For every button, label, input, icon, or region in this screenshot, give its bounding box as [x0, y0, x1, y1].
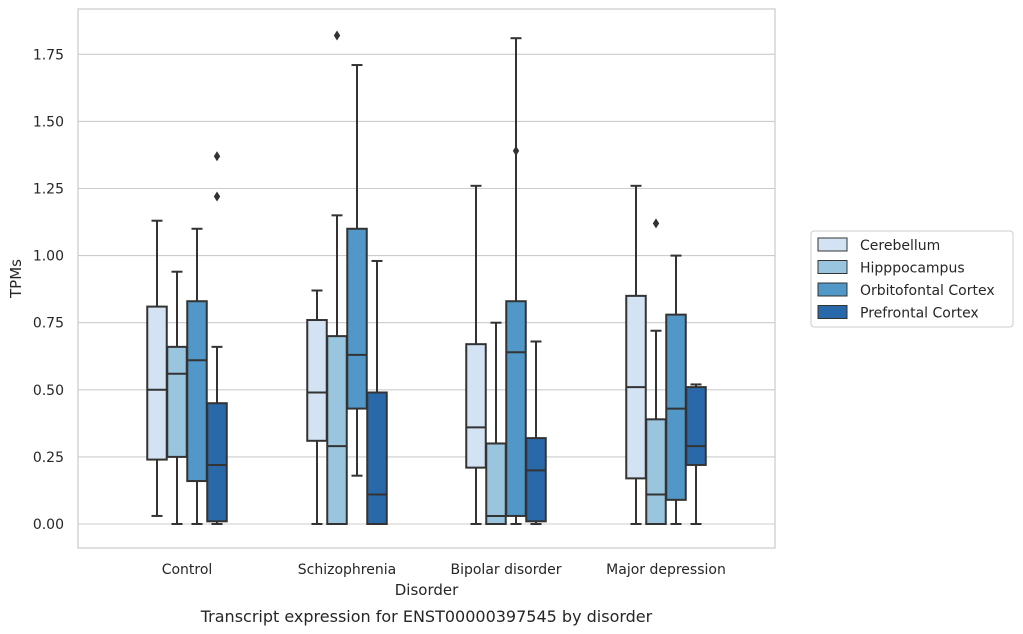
outlier-point [213, 191, 221, 202]
x-tick-labels: Control Schizophrenia Bipolar disorder Majo… [162, 562, 726, 578]
box-rect [525, 437, 547, 523]
y-tick-label: 0.25 [33, 450, 64, 466]
y-axis-label: TPMs [7, 259, 25, 299]
y-tick-label: 0.75 [33, 316, 64, 332]
legend: Cerebellum Hipppocampus Orbitofontal Corte… [810, 230, 1014, 328]
outlier-point [512, 145, 520, 156]
box-rect [485, 442, 507, 526]
legend-swatch [817, 305, 848, 319]
box-rect [505, 300, 527, 517]
box-rect [366, 391, 388, 526]
x-tick-label: Bipolar disorder [450, 562, 561, 578]
box-rect [326, 335, 348, 525]
y-tick-label: 0.50 [33, 383, 64, 399]
box-rect [465, 343, 487, 469]
box-rect [306, 319, 328, 442]
outlier-point [213, 151, 221, 162]
box-rect [346, 227, 368, 410]
box-rect [206, 402, 228, 523]
y-tick-labels: 0.00 0.25 0.50 0.75 1.00 1.25 1.50 1.75 [33, 47, 64, 533]
legend-label: Prefrontal Cortex [860, 306, 979, 322]
box-rect [186, 300, 208, 483]
outlier-point [333, 30, 341, 41]
box-group [685, 383, 707, 525]
box-group [665, 254, 687, 525]
legend-swatch [817, 282, 848, 297]
figure-caption: Transcript expression for ENST0000039754… [200, 607, 653, 626]
box-group [206, 151, 228, 525]
box-group [186, 227, 208, 525]
box-group [166, 270, 188, 525]
y-tick-label: 1.75 [33, 47, 64, 63]
y-tick-label: 1.25 [33, 182, 64, 198]
y-tick-label: 1.50 [33, 114, 64, 130]
x-tick-label: Major depression [606, 562, 726, 578]
boxes [146, 30, 707, 526]
box-group [366, 259, 388, 526]
box-rect [645, 418, 667, 526]
box-group [465, 184, 487, 525]
box-group [505, 37, 527, 525]
legend-label: Hipppocampus [860, 261, 965, 277]
legend-label: Cerebellum [860, 238, 940, 254]
x-axis-label: Disorder [395, 581, 459, 599]
box-rect [665, 313, 687, 501]
box-rect [166, 345, 188, 458]
box-group [625, 184, 647, 525]
box-group [525, 340, 547, 525]
box-group [326, 30, 348, 525]
box-rect [685, 386, 707, 466]
box-rect [146, 305, 168, 461]
x-tick-label: Schizophrenia [298, 562, 396, 578]
box-group [485, 321, 507, 526]
box-group [146, 219, 168, 517]
outlier-point [652, 218, 660, 229]
legend-swatch [817, 237, 848, 252]
legend-frame [810, 230, 1014, 328]
box-group [645, 218, 667, 526]
legend-swatch [817, 260, 848, 274]
box-group [306, 289, 328, 525]
y-tick-label: 1.00 [33, 249, 64, 265]
y-tick-label: 0.00 [33, 517, 64, 533]
legend-label: Orbitofontal Cortex [860, 283, 995, 299]
x-tick-label: Control [162, 562, 213, 578]
box-group [346, 64, 368, 477]
plot-frame [77, 8, 776, 549]
